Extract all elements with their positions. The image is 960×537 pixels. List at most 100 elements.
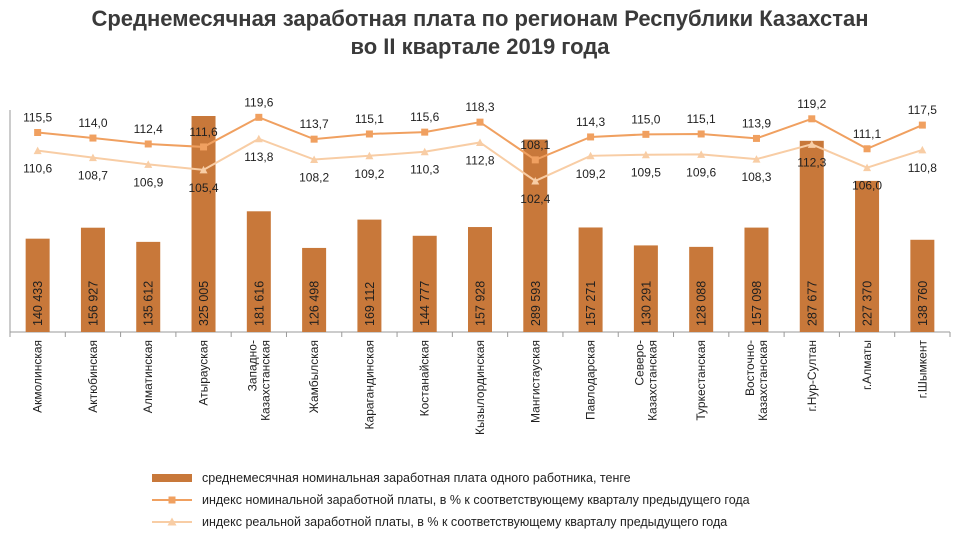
x-tick-label: Костанайская [418,340,432,416]
data-label-nominal: 108,1 [520,138,550,152]
x-tick-label: Восточно- [743,340,757,396]
data-label-nominal: 117,5 [908,103,937,117]
x-tick-label: г.Шымкент [915,340,929,399]
data-label-bar: 140 433 [31,281,45,326]
bar [523,139,548,332]
data-label-real: 102,4 [520,192,550,206]
x-tick-label: Жамбылская [307,340,321,413]
data-label-real: 109,5 [631,166,661,180]
marker-real [641,150,650,159]
marker-real [199,165,208,174]
x-tick-label: г.Алматы [860,340,874,390]
marker-real [697,150,706,158]
bar [744,227,769,332]
x-tick-label: Алматинская [141,340,155,413]
marker-nominal [808,115,816,123]
marker-real [254,134,263,143]
data-label-bar: 287 677 [805,281,819,326]
marker-real [144,160,153,168]
data-label-real: 108,7 [78,169,108,183]
data-label-nominal: 111,1 [853,127,882,141]
marker-real [752,155,761,163]
x-tick-label: Карагандинская [362,340,376,429]
bar [468,227,492,332]
bar [633,245,658,332]
marker-nominal [587,133,595,141]
data-label-bar: 130 291 [639,281,653,326]
bar [302,247,327,332]
data-label-real: 110,6 [23,162,52,176]
legend-bar-swatch [152,474,192,482]
data-label-real: 113,8 [244,150,273,164]
data-label-nominal: 111,6 [189,125,218,139]
bar [246,211,271,332]
bar [357,219,382,332]
marker-nominal [752,134,760,142]
bar [412,235,437,332]
bar [136,241,161,332]
data-label-bar: 156 927 [86,281,100,326]
x-tick-label: Кызылординская [473,340,487,435]
x-tick-label: Акмолинская [31,340,45,413]
x-tick-label: Туркестанская [694,340,708,421]
marker-nominal [200,143,208,151]
data-label-nominal: 119,2 [797,97,826,111]
data-label-real: 109,2 [354,167,384,181]
marker-real [531,176,540,185]
marker-nominal [34,129,42,136]
marker-real [33,146,42,155]
data-label-nominal: 118,3 [465,100,494,114]
legend-real-swatch [152,517,192,526]
marker-real [88,153,97,162]
data-label-real: 109,6 [686,165,716,179]
data-label-nominal: 114,0 [78,116,107,130]
marker-real [586,151,595,160]
data-label-bar: 157 271 [584,281,598,326]
data-label-real: 110,3 [410,163,439,177]
data-label-real: 112,3 [797,155,826,169]
x-tick-label: г.Нур-Султан [805,340,819,412]
data-label-nominal: 115,6 [410,110,439,124]
marker-nominal [421,128,429,136]
data-label-nominal: 113,7 [300,117,329,131]
data-label-real: 105,4 [189,181,219,195]
data-label-bar: 138 760 [916,281,930,326]
bar [799,140,824,332]
marker-nominal [89,134,97,142]
x-tick-label: Западно- [245,340,259,391]
data-label-bar: 144 777 [418,281,432,326]
marker-real [863,163,872,172]
data-label-bar: 289 593 [529,281,543,326]
x-tick-label: Казахстанская [645,340,659,421]
data-label-bar: 169 112 [363,282,377,326]
marker-nominal [697,130,705,138]
data-label-nominal: 115,0 [631,112,660,126]
x-tick-label: Северо- [632,340,646,386]
data-label-bar: 181 616 [252,281,266,326]
data-label-real: 112,8 [465,153,494,167]
chart-title-line2: во II квартале 2019 года [350,34,610,59]
data-label-real: 106,9 [133,175,163,189]
data-label-bar: 157 928 [474,281,488,326]
bar [191,116,216,332]
marker-nominal [365,130,373,138]
marker-real [365,151,374,160]
marker-nominal [255,113,263,121]
data-label-nominal: 119,6 [244,95,273,109]
bar [578,227,603,332]
bar [25,238,50,332]
data-label-bar: 325 005 [197,281,211,326]
legend-label-bar: среднемесячная номинальная заработная пл… [202,471,631,485]
marker-real [476,138,484,146]
bar [689,246,714,332]
x-tick-label: Атырауская [197,340,211,406]
data-label-real: 108,2 [299,171,329,185]
bar [80,227,105,332]
marker-nominal [144,140,152,148]
data-label-nominal: 112,4 [134,122,163,136]
data-label-real: 106,0 [852,179,882,193]
legend-nominal-swatch [152,496,192,504]
marker-real [918,145,927,154]
marker-real [310,155,319,164]
